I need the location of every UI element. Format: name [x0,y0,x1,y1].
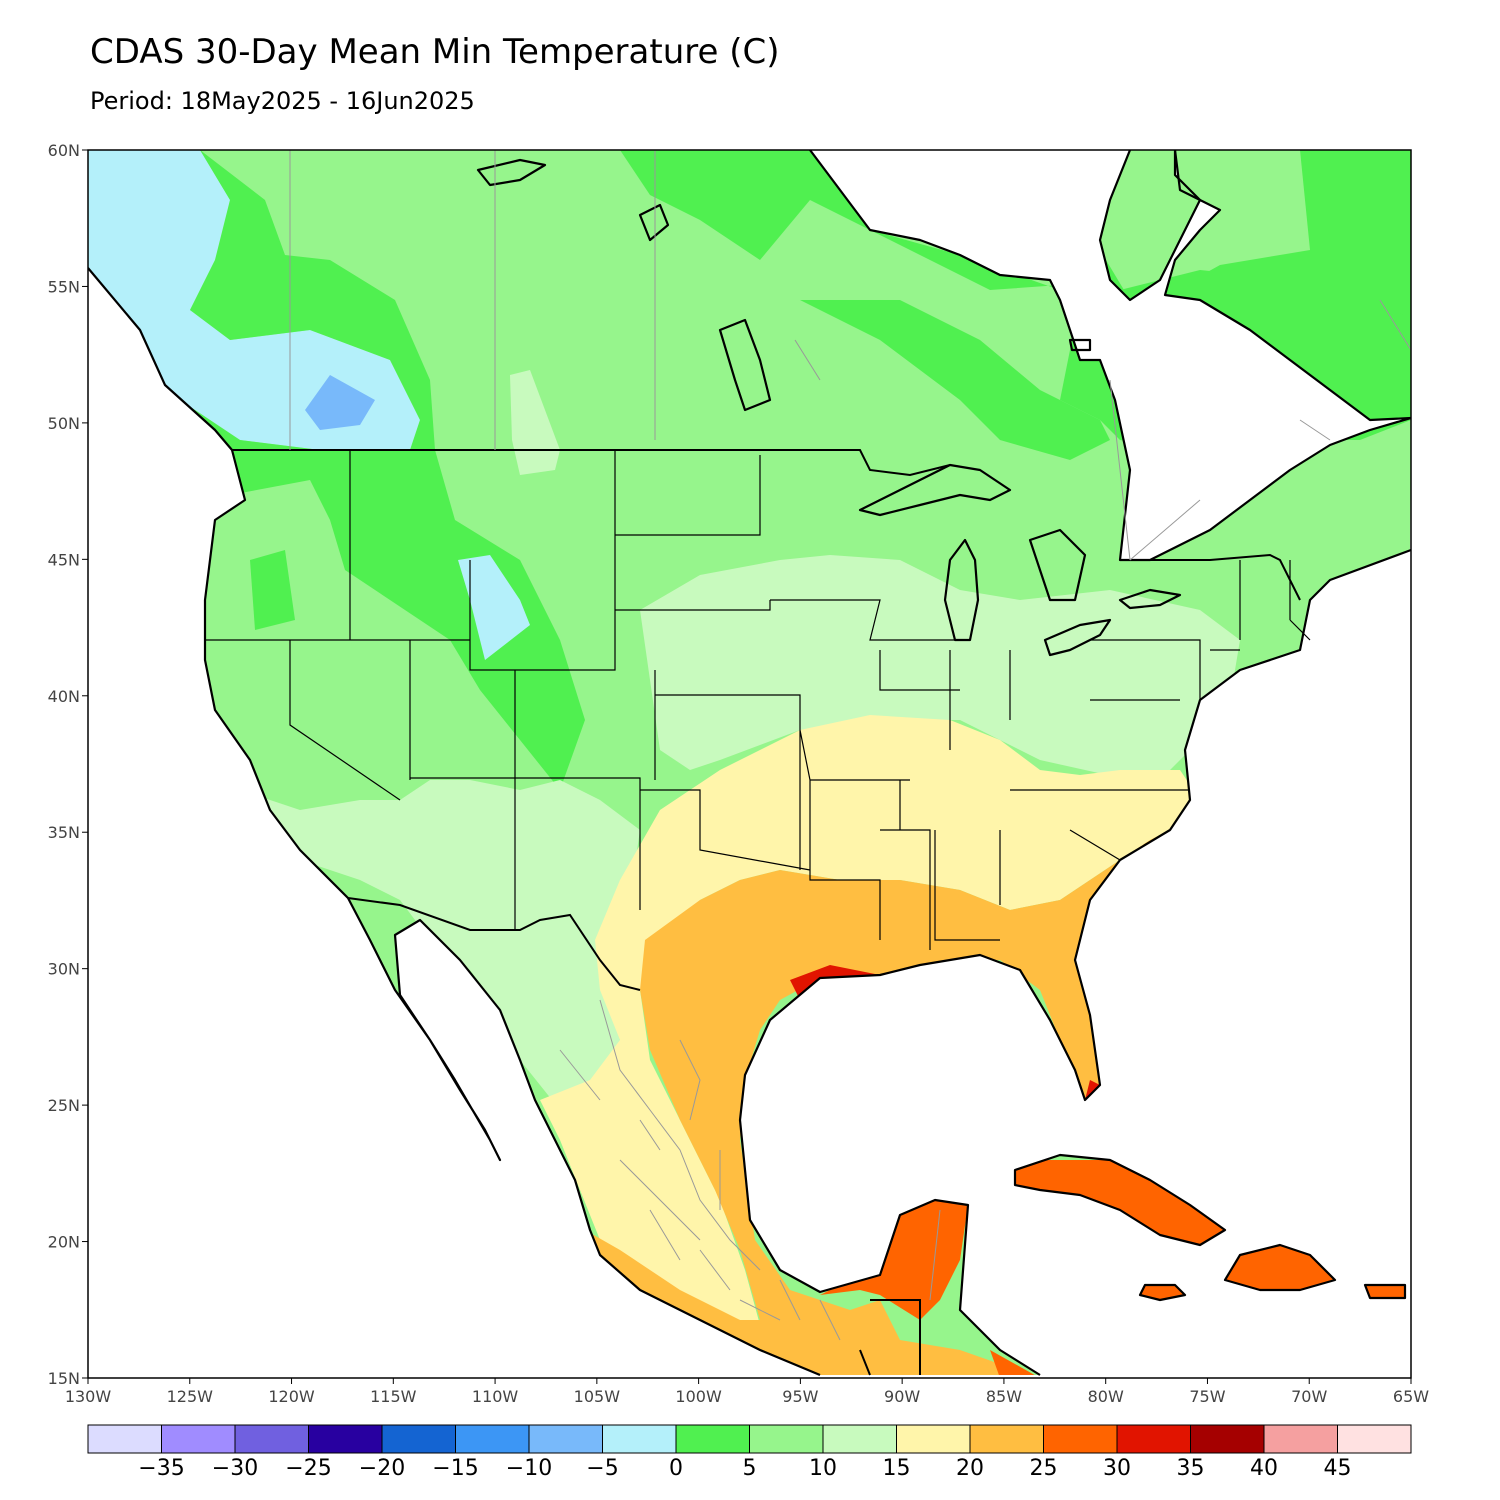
great-lakes [858,463,1012,517]
lon-tick-label: 125W [167,1387,214,1406]
colorbar-label: 45 [1324,1456,1352,1481]
colorbar-label: 30 [1103,1456,1131,1481]
band-m5-0-northwest [88,150,420,450]
lat-tick-label: 50N [48,414,80,433]
band-0-5-rockies [88,150,585,790]
lon-tick-label: 130W [65,1387,112,1406]
lon-tick-label: 75W [1189,1387,1225,1406]
lat-tick-label: 45N [48,550,80,569]
lon-tick-label: 95W [782,1387,818,1406]
lat-tick-label: 15N [48,1369,80,1388]
colorbar-swatch [749,1424,824,1454]
political-borders [205,150,1411,1376]
colorbar [87,1424,1412,1454]
colorbar-swatch [87,1424,162,1454]
colorbar-label: −5 [586,1456,618,1481]
colorbar-label: 40 [1250,1456,1278,1481]
lon-tick-label: 90W [884,1387,920,1406]
colorbar-swatch [822,1424,897,1454]
lon-tick-label: 85W [986,1387,1022,1406]
lon-tick-label: 70W [1291,1387,1327,1406]
lon-tick-label: 100W [675,1387,722,1406]
colorbar-label: 15 [883,1456,911,1481]
colorbar-swatch [455,1424,530,1454]
lon-tick-label: 110W [472,1387,519,1406]
colorbar-swatch [528,1424,603,1454]
colorbar-label: 5 [743,1456,757,1481]
band-20-25-gulf [585,830,1190,1375]
colorbar-swatch [969,1424,1044,1454]
map-subtitle: Period: 18May2025 - 16Jun2025 [90,87,475,115]
us-mexico-border [347,897,641,991]
colorbar-swatch [234,1424,309,1454]
colorbar-swatch [602,1424,677,1454]
colorbar-labels: −35 −30 −25 −20 −15 −10 −5 0 5 10 15 20 25 30 35 40 45 [138,1456,1351,1481]
map-title: CDAS 30-Day Mean Min Temperature (C) [90,32,779,72]
latitude-ticks: 15N 20N 25N 30N 35N 40N 45N 50N 55N 60N [48,141,88,1388]
us-canada-border [232,449,1301,601]
colorbar-label: −15 [432,1456,478,1481]
lat-tick-label: 25N [48,1096,80,1115]
lon-tick-label: 115W [370,1387,417,1406]
lat-tick-label: 55N [48,277,80,296]
colorbar-swatch [381,1424,456,1454]
colorbar-swatch [896,1424,971,1454]
colorbar-swatch [1116,1424,1191,1454]
lon-tick-label: 105W [574,1387,621,1406]
colorbar-label: −25 [285,1456,331,1481]
map-frame [87,149,1412,1379]
colorbar-label: 35 [1177,1456,1205,1481]
colorbar-swatch [1043,1424,1118,1454]
colorbar-swatch [1190,1424,1265,1454]
band-m10-m5-bc [305,375,375,430]
colorbar-swatch [161,1424,236,1454]
lat-tick-label: 35N [48,823,80,842]
colorbar-swatch [308,1424,383,1454]
lat-tick-label: 40N [48,687,80,706]
colorbar-label: −10 [506,1456,552,1481]
lon-tick-label: 65W [1393,1387,1429,1406]
colorbar-label: 20 [956,1456,984,1481]
longitude-ticks: 130W 125W 120W 115W 110W 105W 100W 95W 90W 85W 80W… [65,1378,1429,1406]
lat-tick-label: 60N [48,141,80,160]
colorbar-label: 0 [669,1456,683,1481]
band-15-20-south [540,715,1200,1325]
lat-tick-label: 30N [48,960,80,979]
colorbar-label: 25 [1030,1456,1058,1481]
band-10-15-plains [640,555,1240,780]
colorbar-label: −35 [138,1456,184,1481]
coastlines [88,150,1411,1377]
colorbar-label: −30 [212,1456,258,1481]
colorbar-label: 10 [809,1456,837,1481]
colorbar-swatch [1337,1424,1412,1454]
colorbar-swatch [675,1424,750,1454]
colorbar-swatch [1263,1424,1338,1454]
lat-tick-label: 20N [48,1233,80,1252]
lon-tick-label: 80W [1088,1387,1124,1406]
lon-tick-label: 120W [268,1387,315,1406]
colorbar-label: −20 [359,1456,405,1481]
